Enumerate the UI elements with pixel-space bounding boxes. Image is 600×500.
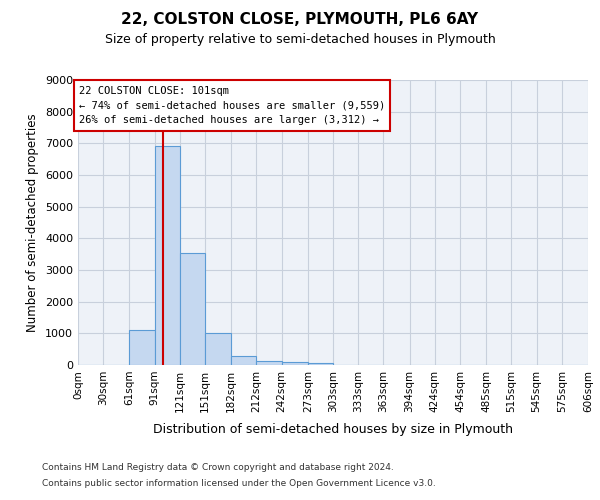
- Bar: [231, 356, 256, 365]
- Text: 22 COLSTON CLOSE: 101sqm
← 74% of semi-detached houses are smaller (9,559)
26% o: 22 COLSTON CLOSE: 101sqm ← 74% of semi-d…: [79, 86, 385, 126]
- Bar: [308, 363, 333, 365]
- Bar: [256, 361, 281, 365]
- Bar: [155, 146, 180, 365]
- Text: Contains public sector information licensed under the Open Government Licence v3: Contains public sector information licen…: [42, 479, 436, 488]
- Bar: [281, 362, 308, 365]
- Bar: [130, 330, 155, 365]
- Bar: [205, 334, 231, 365]
- Text: 22, COLSTON CLOSE, PLYMOUTH, PL6 6AY: 22, COLSTON CLOSE, PLYMOUTH, PL6 6AY: [121, 12, 479, 28]
- Text: Size of property relative to semi-detached houses in Plymouth: Size of property relative to semi-detach…: [104, 32, 496, 46]
- Text: Distribution of semi-detached houses by size in Plymouth: Distribution of semi-detached houses by …: [153, 422, 513, 436]
- Bar: [180, 252, 205, 365]
- Text: Contains HM Land Registry data © Crown copyright and database right 2024.: Contains HM Land Registry data © Crown c…: [42, 462, 394, 471]
- Y-axis label: Number of semi-detached properties: Number of semi-detached properties: [26, 113, 40, 332]
